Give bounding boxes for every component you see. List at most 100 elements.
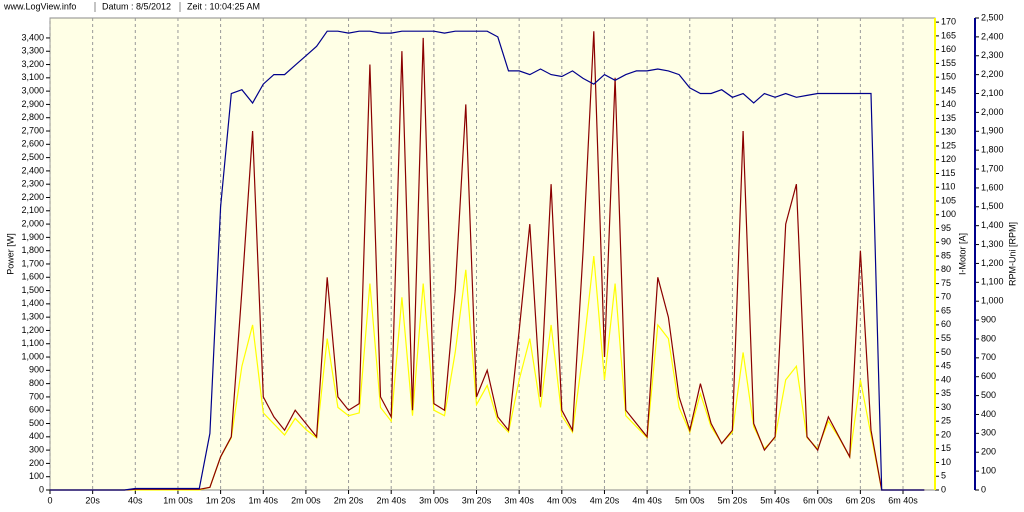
- x-tick-label: 5m 00s: [675, 495, 705, 505]
- y3ticks-label: 2,400: [981, 31, 1004, 41]
- yticks-label: 1,900: [21, 232, 44, 242]
- y2ticks-label: 165: [941, 30, 956, 40]
- yticks-label: 500: [29, 418, 44, 428]
- yticks-label: 1,400: [21, 298, 44, 308]
- x-tick-label: 3m 20s: [462, 495, 492, 505]
- yticks-label: 2,200: [21, 192, 44, 202]
- yticks-label: 700: [29, 391, 44, 401]
- y2ticks-label: 45: [941, 361, 951, 371]
- yticks-label: 1,200: [21, 325, 44, 335]
- yticks-label: 1,600: [21, 272, 44, 282]
- yticks-label: 3,100: [21, 72, 44, 82]
- y2ticks-label: 100: [941, 209, 956, 219]
- yticks-label: 3,200: [21, 59, 44, 69]
- y3ticks-label: 500: [981, 390, 996, 400]
- y3ticks-label: 1,100: [981, 277, 1004, 287]
- y3ticks-label: 1,200: [981, 258, 1004, 268]
- y3ticks-label: 1,600: [981, 182, 1004, 192]
- yticks-label: 1,300: [21, 312, 44, 322]
- y2ticks-label: 40: [941, 374, 951, 384]
- y3ticks-label: 600: [981, 371, 996, 381]
- y3ticks-label: 2,100: [981, 88, 1004, 98]
- yticks-label: 900: [29, 365, 44, 375]
- yticks-label: 3,400: [21, 32, 44, 42]
- y2ticks-label: 125: [941, 140, 956, 150]
- x-tick-label: 5m 40s: [760, 495, 790, 505]
- y3ticks-label: 2,500: [981, 12, 1004, 22]
- y2ticks-label: 150: [941, 72, 956, 82]
- yticks-label: 2,800: [21, 112, 44, 122]
- x-tick-label: 40s: [128, 495, 143, 505]
- yticks-label: 0: [39, 484, 44, 494]
- header-site: www.LogView.info: [3, 1, 76, 11]
- y2ticks-label: 35: [941, 388, 951, 398]
- yticks-label: 300: [29, 444, 44, 454]
- yticks-label: 2,300: [21, 179, 44, 189]
- yticks-label: 400: [29, 431, 44, 441]
- y2ticks-label: 95: [941, 223, 951, 233]
- y2ticks-label: 30: [941, 402, 951, 412]
- y3-axis-title: RPM-Uni [RPM]: [1007, 222, 1017, 286]
- y3ticks-label: 1,500: [981, 201, 1004, 211]
- yticks-label: 1,700: [21, 258, 44, 268]
- y2ticks-label: 160: [941, 44, 956, 54]
- y2ticks-label: 140: [941, 99, 956, 109]
- y2ticks-label: 115: [941, 168, 955, 178]
- yticks-label: 2,900: [21, 99, 44, 109]
- y2ticks-label: 25: [941, 416, 951, 426]
- x-tick-label: 1m 40s: [248, 495, 278, 505]
- y2ticks-label: 170: [941, 17, 956, 27]
- x-tick-label: 4m 20s: [590, 495, 620, 505]
- y2ticks-label: 55: [941, 333, 951, 343]
- y3ticks-label: 1,000: [981, 296, 1004, 306]
- x-tick-label: 2m 40s: [376, 495, 406, 505]
- y2ticks-label: 110: [941, 182, 955, 192]
- yticks-label: 2,000: [21, 218, 44, 228]
- yticks-label: 1,500: [21, 285, 44, 295]
- x-tick-label: 6m 00s: [803, 495, 833, 505]
- y3ticks-label: 800: [981, 333, 996, 343]
- yticks-label: 2,600: [21, 139, 44, 149]
- x-tick-label: 1m 20s: [206, 495, 236, 505]
- y2ticks-label: 155: [941, 58, 956, 68]
- x-tick-label: 4m 40s: [632, 495, 662, 505]
- x-tick-label: 2m 20s: [334, 495, 364, 505]
- y3ticks-label: 1,400: [981, 220, 1004, 230]
- yticks-label: 1,000: [21, 351, 44, 361]
- y3ticks-label: 1,700: [981, 163, 1004, 173]
- yticks-label: 3,000: [21, 86, 44, 96]
- y2ticks-label: 50: [941, 347, 951, 357]
- y3ticks-label: 900: [981, 314, 996, 324]
- x-tick-label: 5m 20s: [718, 495, 748, 505]
- x-tick-label: 20s: [85, 495, 100, 505]
- x-tick-label: 3m 00s: [419, 495, 449, 505]
- y2ticks-label: 70: [941, 292, 951, 302]
- y2ticks-label: 65: [941, 305, 951, 315]
- y3ticks-label: 1,900: [981, 126, 1004, 136]
- y2ticks-label: 135: [941, 113, 956, 123]
- x-tick-label: 6m 20s: [846, 495, 876, 505]
- y3ticks-label: 1,300: [981, 239, 1004, 249]
- yticks-label: 200: [29, 458, 44, 468]
- yticks-label: 2,400: [21, 165, 44, 175]
- y3ticks-label: 2,200: [981, 69, 1004, 79]
- yticks-label: 1,100: [21, 338, 44, 348]
- y2ticks-label: 75: [941, 278, 951, 288]
- y2ticks-label: 105: [941, 195, 956, 205]
- x-tick-label: 2m 00s: [291, 495, 321, 505]
- y3ticks-label: 2,300: [981, 50, 1004, 60]
- y2ticks-label: 0: [941, 484, 946, 494]
- y3ticks-label: 200: [981, 447, 996, 457]
- series-line: [50, 30, 925, 491]
- y2ticks-label: 130: [941, 127, 956, 137]
- y2ticks-label: 15: [941, 443, 951, 453]
- y3ticks-label: 300: [981, 428, 996, 438]
- y2ticks-label: 60: [941, 319, 951, 329]
- yticks-label: 2,700: [21, 125, 44, 135]
- header-date: Datum : 8/5/2012: [102, 1, 171, 11]
- y2ticks-label: 90: [941, 237, 951, 247]
- x-tick-label: 6m 40s: [888, 495, 918, 505]
- y2ticks-label: 10: [941, 457, 951, 467]
- series-line: [50, 31, 925, 491]
- x-tick-label: 1m 00s: [163, 495, 193, 505]
